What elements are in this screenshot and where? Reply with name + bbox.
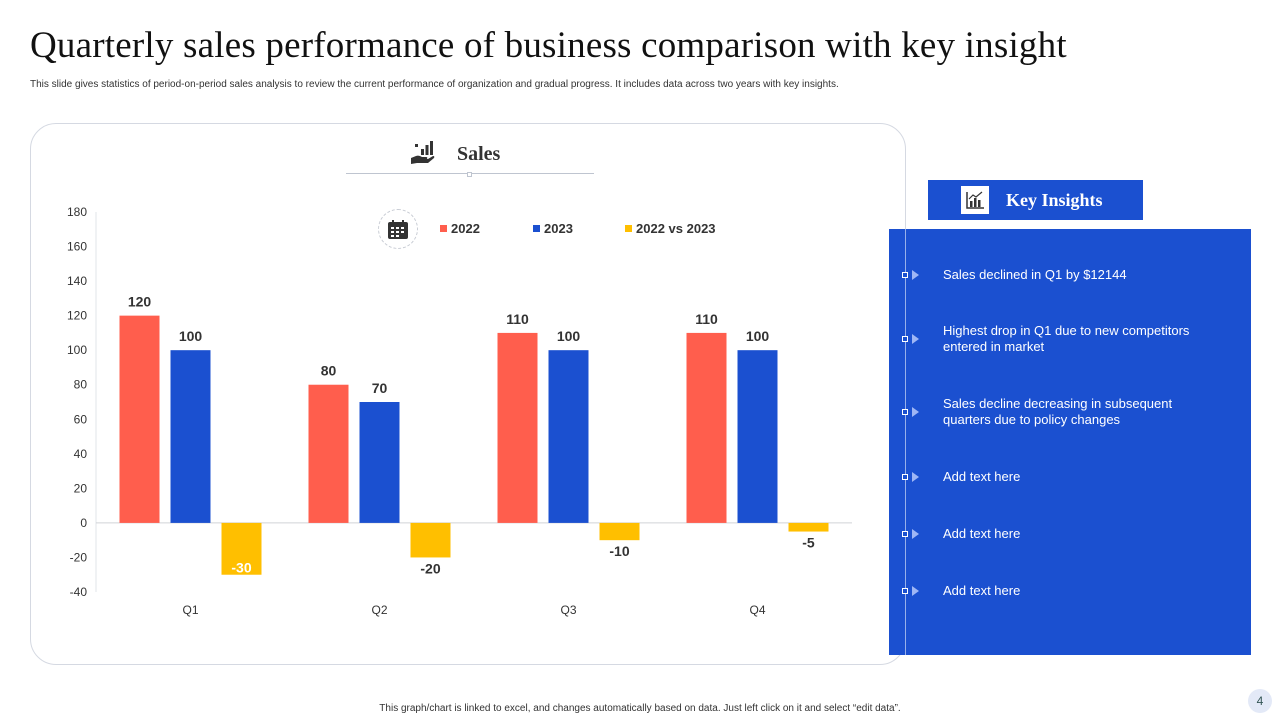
y-tick-label: 40 xyxy=(74,447,88,461)
data-label: 80 xyxy=(321,363,337,379)
sales-hand-chart-icon xyxy=(411,141,435,164)
chart-title-divider-dot xyxy=(467,172,472,177)
bar-2022-vs-2023-Q1 xyxy=(221,522,262,575)
insight-text: Sales decline decreasing in subsequent q… xyxy=(943,396,1173,427)
insight-marker xyxy=(902,272,908,278)
bar-2023-Q1 xyxy=(170,350,211,523)
data-label: 70 xyxy=(372,380,388,396)
bar-2022-Q1 xyxy=(119,315,160,523)
insights-timeline xyxy=(905,229,906,655)
bar-2023-Q3 xyxy=(548,350,589,523)
data-label: -20 xyxy=(420,560,440,576)
insight-text: Add text here xyxy=(943,583,1021,598)
y-tick-label: 20 xyxy=(74,481,88,495)
arrow-right-icon xyxy=(912,586,919,596)
y-tick-label: -20 xyxy=(70,550,88,564)
key-insights-panel: Sales declined in Q1 by $12144 Highest d… xyxy=(889,229,1251,655)
legend-item-2022-vs-2023: 2022 vs 2023 xyxy=(625,221,716,236)
arrow-right-icon xyxy=(912,472,919,482)
data-label: -5 xyxy=(802,535,815,551)
bar-2022-vs-2023-Q3 xyxy=(599,522,640,541)
insight-marker xyxy=(902,336,908,342)
legend-label-2022: 2022 xyxy=(451,221,480,236)
y-tick-label: -40 xyxy=(70,585,88,599)
data-label: 110 xyxy=(695,311,718,327)
x-tick-label: Q2 xyxy=(371,603,387,617)
arrow-right-icon xyxy=(912,270,919,280)
y-tick-label: 120 xyxy=(67,309,87,323)
insight-text: Add text here xyxy=(943,526,1021,541)
data-label: -30 xyxy=(231,560,251,576)
legend-label-2023: 2023 xyxy=(544,221,573,236)
data-label: 110 xyxy=(506,311,529,327)
bar-2022-Q4 xyxy=(686,332,727,523)
bar-2022-vs-2023-Q2 xyxy=(410,522,451,558)
insight-marker xyxy=(902,588,908,594)
y-tick-label: 140 xyxy=(67,274,87,288)
legend-swatch-2022-vs-2023 xyxy=(625,225,632,232)
y-tick-label: 80 xyxy=(74,378,88,392)
bar-2022-Q2 xyxy=(308,384,349,523)
y-tick-label: 180 xyxy=(67,205,87,219)
chart-title: Sales xyxy=(457,143,501,165)
bar-2023-Q2 xyxy=(359,402,400,523)
bar-2022-vs-2023-Q4 xyxy=(788,522,829,532)
insight-marker xyxy=(902,531,908,537)
footer-note: This graph/chart is linked to excel, and… xyxy=(379,703,901,714)
arrow-right-icon xyxy=(912,407,919,417)
page-number: 4 xyxy=(1248,689,1272,713)
bar-2023-Q4 xyxy=(737,350,778,523)
legend-calendar-icon xyxy=(378,209,418,249)
slide-subtitle: This slide gives statistics of period-on… xyxy=(30,79,839,90)
data-label: 100 xyxy=(557,328,581,344)
insight-marker xyxy=(902,474,908,480)
insight-text: Add text here xyxy=(943,469,1021,484)
insight-marker xyxy=(902,409,908,415)
insight-text: Sales declined in Q1 by $12144 xyxy=(943,267,1127,282)
x-tick-label: Q3 xyxy=(560,603,576,617)
y-tick-label: 100 xyxy=(67,343,87,357)
legend-item-2023: 2023 xyxy=(533,221,573,236)
arrow-right-icon xyxy=(912,334,919,344)
key-insights-tab: Key Insights xyxy=(928,180,1143,220)
chart-header: Sales xyxy=(346,140,594,177)
x-tick-label: Q1 xyxy=(182,603,198,617)
data-label: -10 xyxy=(609,543,629,559)
key-insights-heading: Key Insights xyxy=(1006,190,1103,210)
slide-title: Quarterly sales performance of business … xyxy=(30,25,1067,66)
data-label: 100 xyxy=(746,328,770,344)
bar-2022-Q3 xyxy=(497,332,538,523)
data-label: 100 xyxy=(179,328,203,344)
y-tick-label: 160 xyxy=(67,240,87,254)
legend-label-2022-vs-2023: 2022 vs 2023 xyxy=(636,221,716,236)
data-label: 120 xyxy=(128,294,152,310)
legend-swatch-2022 xyxy=(440,225,447,232)
y-tick-label: 60 xyxy=(74,412,88,426)
legend-swatch-2023 xyxy=(533,225,540,232)
legend-item-2022: 2022 xyxy=(440,221,480,236)
y-tick-label: 0 xyxy=(80,516,87,530)
insight-text: Highest drop in Q1 due to new competitor… xyxy=(943,323,1190,354)
arrow-right-icon xyxy=(912,529,919,539)
x-tick-label: Q4 xyxy=(749,603,765,617)
insights-chart-icon xyxy=(961,186,989,214)
